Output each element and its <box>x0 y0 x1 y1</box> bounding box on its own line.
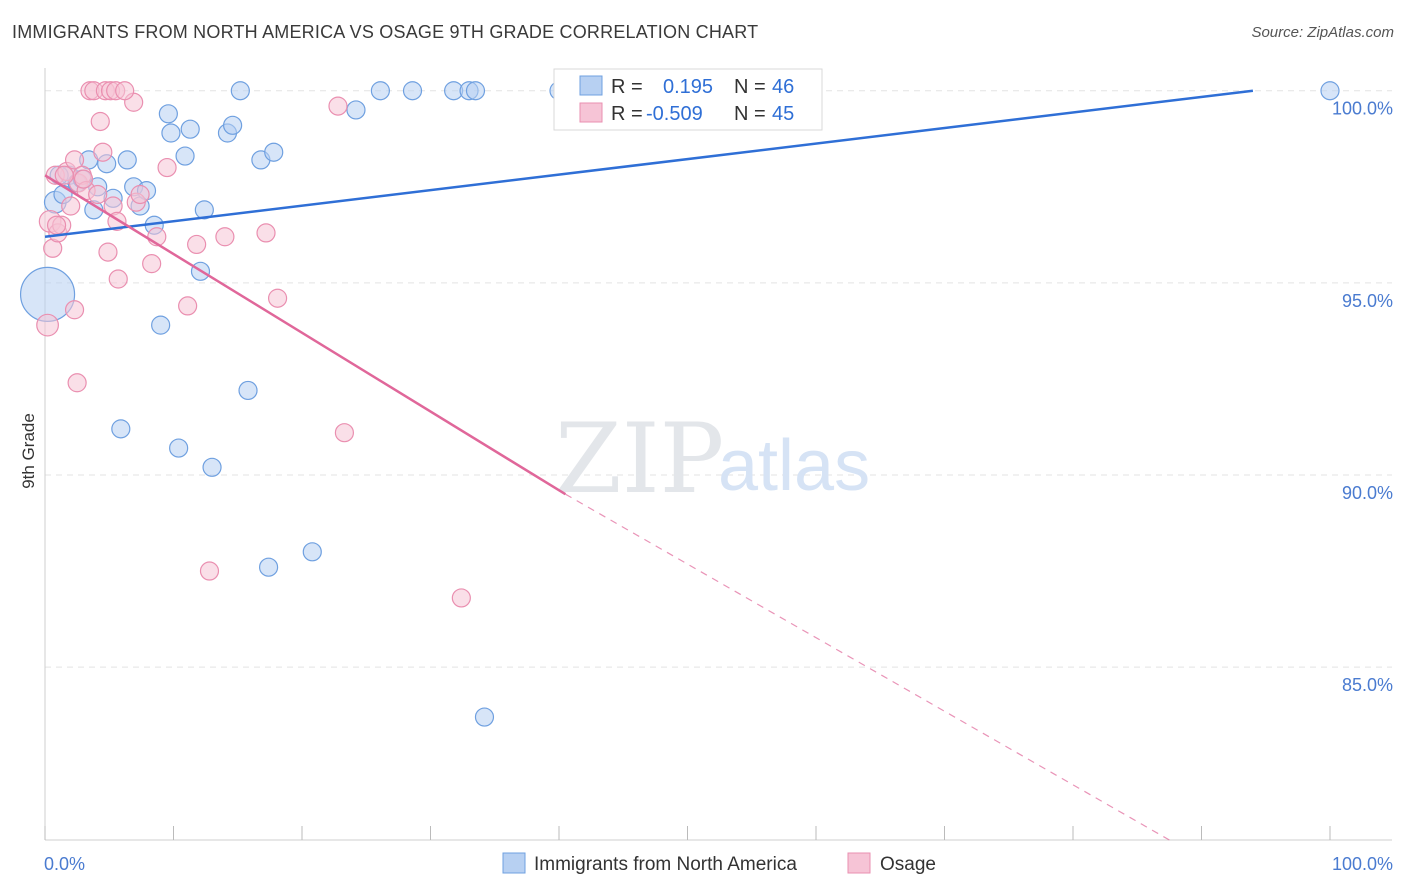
legend-n-label-pink: N = <box>734 103 766 125</box>
points-blue-point-34 <box>370 81 390 101</box>
legend-n-value-blue: 46 <box>772 76 794 98</box>
source-label: Source: ZipAtlas.com <box>1251 24 1394 41</box>
points-pink-point-35 <box>267 288 288 308</box>
watermark-atlas: atlas <box>718 426 870 506</box>
series-legend-swatch-blue <box>502 852 526 874</box>
trend-lines <box>44 89 1254 841</box>
points-blue-point-17 <box>158 104 178 124</box>
series-legend-label-pink: Osage <box>880 854 936 875</box>
points-blue-point-39 <box>474 707 495 727</box>
points-pink-point-41 <box>54 165 74 185</box>
axes <box>44 68 1392 841</box>
points-pink-point-37 <box>334 423 355 443</box>
series-legend-swatch-pink <box>847 852 871 874</box>
points-blue-point-18 <box>161 123 181 143</box>
points-pink-point-33 <box>215 227 235 247</box>
watermark-zip: ZIP <box>555 403 724 515</box>
points-blue-point-44 <box>111 419 131 439</box>
points-pink-point-42 <box>73 169 94 189</box>
legend-n-value-pink: 45 <box>772 103 794 125</box>
legend-r-label-pink: R = <box>611 103 643 125</box>
legend-r-value-blue: 0.195 <box>663 76 713 98</box>
points-blue-point-28 <box>238 380 258 401</box>
points-pink-point-36 <box>328 96 348 116</box>
chart-title: IMMIGRANTS FROM NORTH AMERICA VS OSAGE 9… <box>12 22 759 42</box>
points-pink-point-34 <box>256 223 276 243</box>
points-blue-point-38 <box>465 81 486 101</box>
points-blue-point-27 <box>230 81 250 101</box>
points-pink-point-8 <box>64 150 85 170</box>
points-pink-point-32 <box>199 561 220 581</box>
series-legend: Immigrants from North America Osage <box>502 852 936 875</box>
y-tick-label-1: 95.0% <box>1342 291 1393 311</box>
legend-swatch-pink <box>579 102 603 123</box>
points-blue-point-30 <box>258 557 279 577</box>
points-pink-point-27 <box>142 254 162 274</box>
grid-lines <box>45 90 1392 668</box>
points-pink-point-15 <box>90 111 110 132</box>
y-axis-label: 9th Grade <box>19 413 38 489</box>
points-pink-point-26 <box>130 184 150 205</box>
points-pink-point-30 <box>178 296 198 316</box>
y-tick-labels: 100.0% 95.0% 90.0% 85.0% <box>1332 99 1393 695</box>
points-pink-point-23 <box>108 269 128 289</box>
y-tick-label-3: 85.0% <box>1342 675 1393 695</box>
points-blue-point-11 <box>117 150 137 170</box>
points-blue-point-35 <box>402 81 423 101</box>
points-pink-point-39 <box>64 300 85 320</box>
points-blue-point-19 <box>169 438 189 458</box>
points-pink-point-44 <box>115 81 135 101</box>
points-blue-point-23 <box>194 200 214 220</box>
points-pink-point-18 <box>98 242 118 262</box>
y-tick-label-0: 100.0% <box>1332 99 1393 119</box>
legend-r-label-blue: R = <box>611 76 643 98</box>
points-pink-point-0 <box>36 313 59 337</box>
points-blue-point-26 <box>223 115 243 135</box>
points-pink-point-7 <box>61 196 81 216</box>
series-legend-label-blue: Immigrants from North America <box>534 854 797 875</box>
trend-line-blue <box>44 89 1254 238</box>
legend-r-value-pink: -0.509 <box>646 103 703 125</box>
points-blue-point-24 <box>202 457 222 477</box>
points-blue-point-33 <box>346 100 366 120</box>
points-blue-point-43 <box>1320 81 1340 101</box>
points-pink-point-40 <box>67 373 87 393</box>
x-tick-labels: 0.0% 100.0% <box>44 854 1393 874</box>
legend-n-label-blue: N = <box>734 76 766 98</box>
points-blue-point-16 <box>151 315 171 335</box>
points-pink-point-16 <box>93 142 113 162</box>
series-pink-points <box>36 81 471 608</box>
x-tick-label-1: 100.0% <box>1332 854 1393 874</box>
points-pink-point-29 <box>157 157 177 178</box>
trend-line-pink-extension <box>565 493 1170 841</box>
correlation-legend: R = 0.195 N = 46 R = -0.509 N = 45 <box>553 68 823 131</box>
trend-line-pink <box>44 174 567 496</box>
points-blue-point-31 <box>264 142 284 162</box>
y-tick-label-2: 90.0% <box>1342 483 1393 503</box>
points-blue-point-20 <box>175 146 195 166</box>
points-blue-point-32 <box>302 542 322 562</box>
points-pink-point-38 <box>451 588 471 608</box>
points-blue-point-21 <box>180 119 200 139</box>
x-tick-label-0: 0.0% <box>44 854 85 874</box>
points-pink-point-31 <box>187 234 207 255</box>
points-pink-point-14 <box>88 184 108 205</box>
points-pink-point-43 <box>46 215 67 235</box>
legend-swatch-blue <box>579 75 603 96</box>
